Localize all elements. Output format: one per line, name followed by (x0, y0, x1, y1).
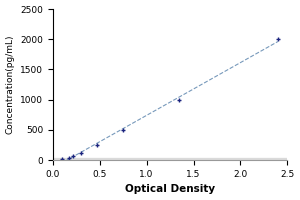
Y-axis label: Concentration(pg/mL): Concentration(pg/mL) (6, 35, 15, 134)
Point (67, 157, 72, 160)
X-axis label: Optical Density: Optical Density (125, 184, 215, 194)
Point (79, 151, 83, 154)
Point (275, 38, 280, 41)
Point (177, 98, 182, 101)
Bar (53, 158, 287, 160)
Point (121, 128, 126, 132)
Point (94, 143, 99, 147)
Point (60, 158, 64, 161)
Point (71, 155, 76, 158)
